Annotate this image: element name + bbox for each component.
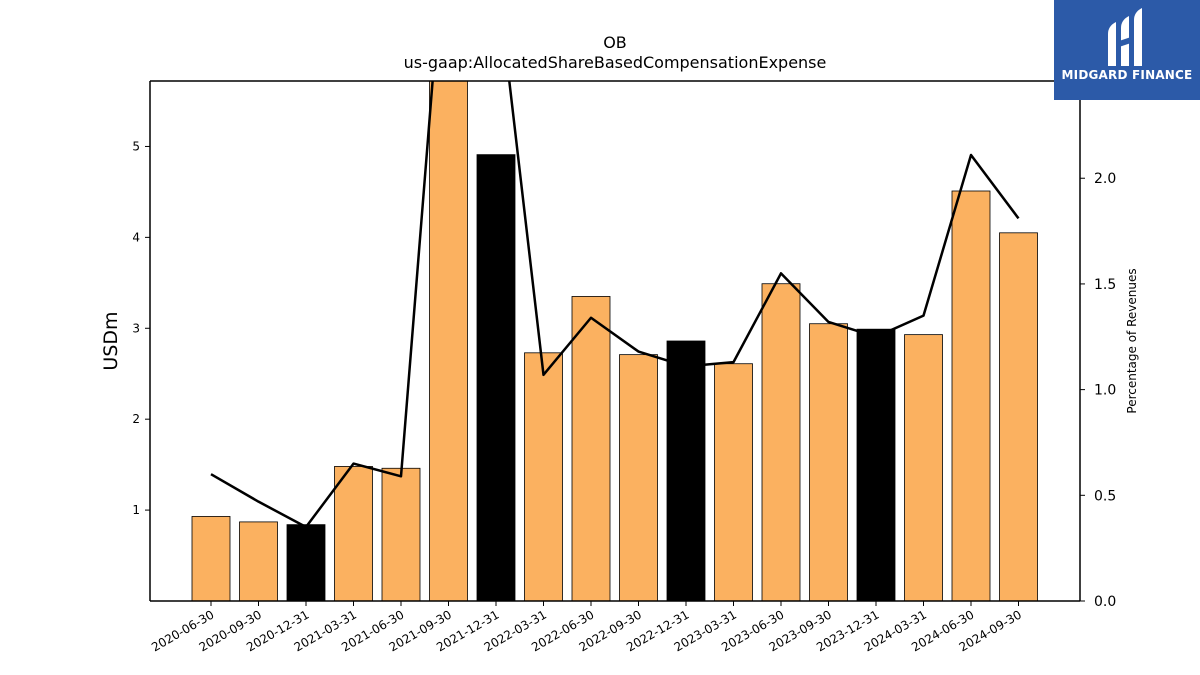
bar-2023-12-31 [856,328,896,601]
y-axis-label: USDm [100,311,122,370]
bar-2024-09-30 [999,232,1038,601]
plot-area: 123450.00.51.01.52.02020-06-302020-09-30… [132,80,1116,654]
y-tick-label: 5 [132,139,140,153]
y2-tick-label: 1.0 [1094,383,1116,399]
bar-2020-09-30 [239,521,278,601]
y2-axis-label: Percentage of Revenues [1125,268,1139,413]
y-tick-label: 1 [132,503,140,517]
bar-2021-09-30 [429,81,468,601]
bar-2024-03-31 [904,334,943,601]
logo-text: MIDGARD FINANCE [1061,68,1193,82]
plot-marks [191,81,1038,601]
y2-tick-label: 0.5 [1094,488,1116,504]
bar-2022-09-30 [619,354,658,601]
y-tick-label: 3 [132,321,140,335]
bar-2021-12-31 [476,154,516,601]
bar-2022-12-31 [666,340,706,601]
midgard-finance-logo: MIDGARD FINANCE [1054,0,1200,100]
y2-tick-label: 0.0 [1094,594,1116,610]
bar-2021-03-31 [334,466,373,601]
bar-2022-03-31 [524,352,563,601]
y2-tick-label: 1.5 [1094,277,1116,293]
y-tick-label: 4 [132,230,140,244]
percentage-line [210,81,1020,529]
bar-2020-06-30 [191,516,231,601]
chart-subtitle: us-gaap:AllocatedShareBasedCompensationE… [404,53,827,72]
bar-2023-06-30 [761,283,801,601]
y-tick-label: 2 [132,412,140,426]
chart-title: OB [603,33,627,52]
midgard-logo-icon [1108,8,1142,66]
bar-2023-03-31 [714,363,753,601]
bar-2024-06-30 [951,190,991,601]
bar-2020-12-31 [286,524,326,601]
bar-2021-06-30 [381,467,421,601]
y2-tick-label: 2.0 [1094,171,1116,187]
bar-2022-06-30 [571,296,611,601]
bar-2023-09-30 [809,323,848,601]
